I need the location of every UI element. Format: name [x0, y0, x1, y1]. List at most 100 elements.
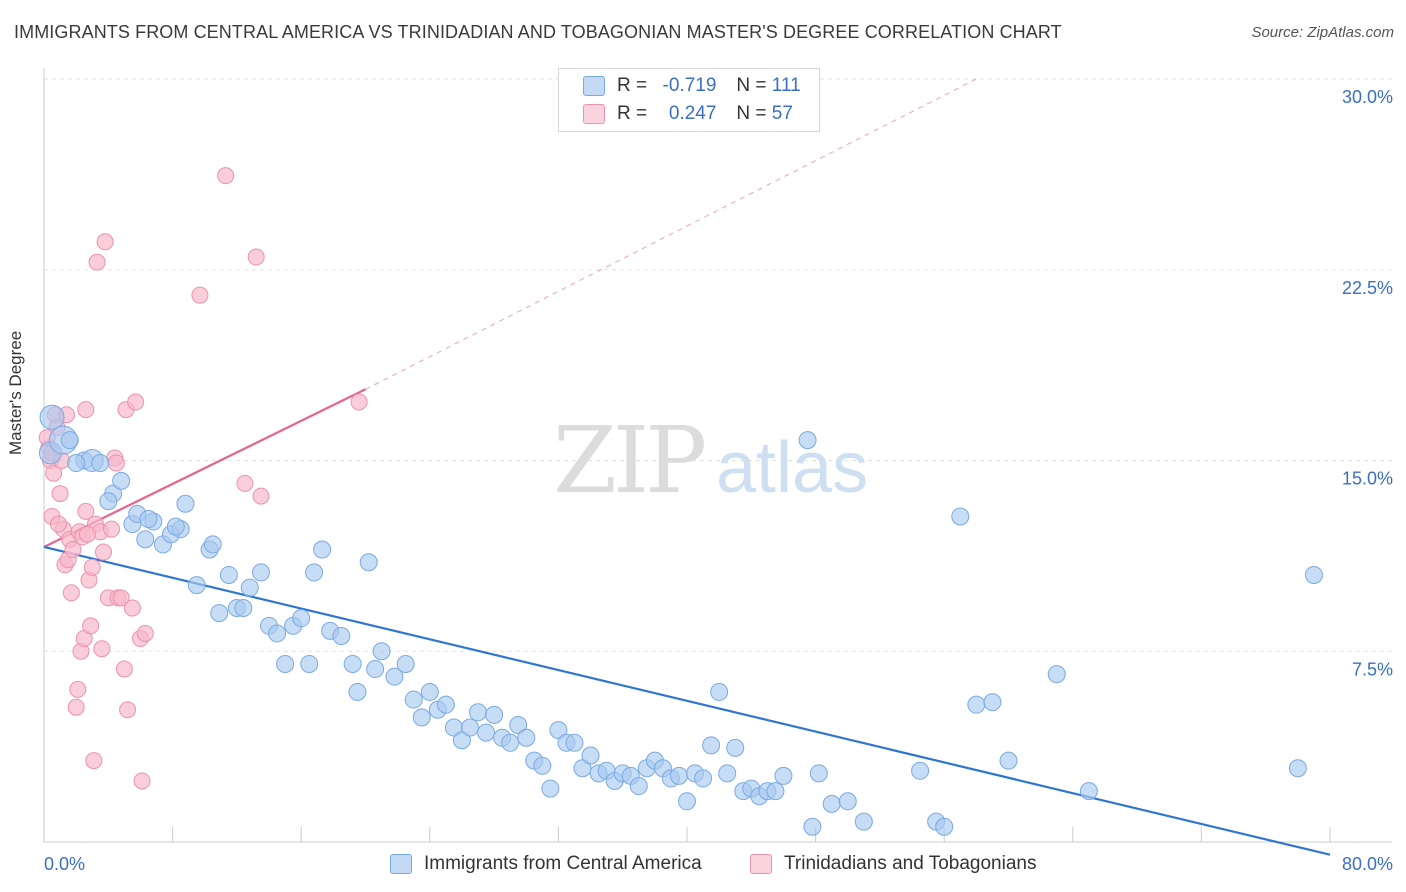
data-point-central-america: [694, 769, 713, 788]
data-point-central-america: [139, 509, 158, 528]
legend-item-central-america[interactable]: Immigrants from Central America: [390, 852, 702, 876]
data-point-trinidadians: [247, 248, 265, 266]
n-value: 111: [771, 75, 801, 96]
data-point-central-america: [678, 792, 696, 811]
data-point-central-america: [702, 736, 721, 755]
data-point-central-america: [838, 792, 857, 811]
data-point-central-america: [477, 723, 496, 742]
data-point-central-america: [136, 530, 155, 549]
data-point-central-america: [822, 794, 841, 813]
data-point-trinidadians: [350, 393, 368, 411]
data-point-central-america: [774, 766, 793, 785]
data-point-trinidadians: [252, 487, 270, 505]
data-point-central-america: [396, 654, 415, 673]
data-point-trinidadians: [82, 617, 100, 635]
data-point-trinidadians: [119, 701, 137, 719]
data-point-central-america: [718, 764, 737, 783]
source-credit: Source: ZipAtlas.com: [1251, 24, 1394, 41]
data-point-trinidadians: [85, 752, 103, 770]
tick-labels: 7.5% 15.0% 22.5% 30.0% 0.0% 80.0%: [44, 87, 1393, 874]
data-point-trinidadians: [103, 520, 121, 538]
legend-swatch-blue: [390, 854, 412, 874]
data-point-trinidadians: [133, 772, 151, 790]
data-point-central-america: [412, 708, 431, 727]
data-point-central-america: [313, 540, 332, 559]
data-point-central-america: [385, 667, 404, 686]
data-point-trinidadians: [83, 558, 101, 576]
data-point-trinidadians: [69, 680, 87, 698]
data-point-central-america: [343, 654, 362, 673]
r-value: -0.719: [662, 75, 717, 96]
legend-label: Trinidadians and Tobagonians: [784, 853, 1037, 874]
data-point-central-america: [305, 563, 324, 582]
data-point-central-america: [469, 703, 488, 722]
r-label: R =: [617, 103, 648, 124]
data-point-trinidadians: [136, 624, 154, 642]
data-point-central-america: [710, 682, 729, 701]
data-point-central-america: [348, 682, 367, 701]
data-point-central-america: [983, 693, 1002, 712]
points-blue: [38, 404, 1323, 836]
legend-item-trinidadians[interactable]: Trinidadians and Tobagonians: [750, 852, 1036, 876]
data-point-central-america: [726, 738, 745, 757]
data-point-central-america: [629, 777, 648, 796]
legend-label: Immigrants from Central America: [424, 853, 702, 874]
data-point-central-america: [240, 578, 259, 597]
data-point-trinidadians: [236, 474, 254, 492]
y-tick-label: 7.5%: [1352, 659, 1393, 679]
data-point-trinidadians: [77, 401, 95, 419]
data-point-trinidadians: [217, 167, 235, 185]
data-point-central-america: [436, 695, 455, 714]
x-tick-label: 80.0%: [1342, 854, 1393, 874]
data-point-central-america: [565, 733, 584, 752]
data-point-central-america: [203, 535, 222, 554]
r-label: R =: [617, 75, 648, 96]
data-point-central-america: [803, 817, 822, 836]
trend-line-central-america: [43, 545, 1331, 856]
data-point-central-america: [210, 604, 229, 623]
data-point-central-america: [809, 764, 828, 783]
data-point-trinidadians: [112, 589, 130, 607]
data-point-trinidadians: [123, 599, 141, 617]
data-point-central-america: [252, 563, 271, 582]
data-point-central-america: [1079, 782, 1098, 801]
trend-extension-trinidadians: [365, 78, 977, 390]
stats-row-pink: R = 0.247 N = 57: [583, 103, 793, 125]
data-point-central-america: [112, 471, 131, 490]
data-point-central-america: [166, 517, 185, 536]
data-point-central-america: [420, 682, 439, 701]
points-pink: [38, 167, 368, 790]
data-point-central-america: [1304, 565, 1323, 584]
data-point-central-america: [517, 728, 536, 747]
data-point-central-america: [509, 716, 528, 735]
y-tick-label: 22.5%: [1342, 278, 1393, 298]
data-point-central-america: [669, 766, 688, 785]
data-point-central-america: [460, 718, 479, 737]
data-point-central-america: [911, 761, 930, 780]
data-point-trinidadians: [49, 515, 67, 533]
watermark-atlas: atlas: [716, 428, 868, 508]
blue-trend: [43, 545, 1331, 856]
data-point-central-america: [67, 454, 86, 473]
data-point-central-america: [967, 695, 986, 714]
stats-row-blue: R = -0.719 N = 111: [583, 75, 801, 97]
data-point-central-america: [573, 759, 592, 778]
data-point-trinidadians: [191, 286, 209, 304]
data-point-central-america: [581, 746, 600, 765]
data-point-central-america: [766, 782, 785, 801]
data-point-central-america: [1288, 759, 1307, 778]
x-tick-label: 0.0%: [44, 854, 85, 874]
data-point-trinidadians: [88, 253, 106, 271]
n-label: N =: [736, 103, 767, 124]
data-point-central-america: [935, 817, 954, 836]
data-point-central-america: [533, 756, 552, 775]
legend-swatch-blue: [583, 76, 605, 96]
y-tick-label: 30.0%: [1342, 87, 1393, 107]
data-point-trinidadians: [93, 640, 111, 658]
data-point-central-america: [951, 507, 970, 526]
data-point-central-america: [219, 565, 238, 584]
n-label: N =: [736, 75, 767, 96]
legend-swatch-pink: [750, 854, 772, 874]
data-point-trinidadians: [67, 698, 85, 716]
data-point-central-america: [300, 654, 319, 673]
